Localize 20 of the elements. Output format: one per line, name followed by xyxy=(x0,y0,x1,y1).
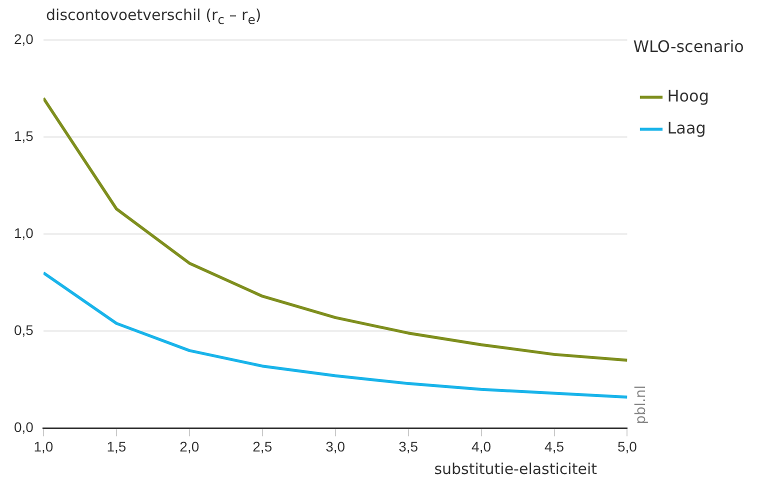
x-tick-label: 3,0 xyxy=(326,438,346,454)
x-tick-label: 5,0 xyxy=(618,438,638,454)
y-tick-label: 1,0 xyxy=(14,224,34,241)
y-axis-title: discontovoetverschil (r$_{c}$ – r$_{e}$) xyxy=(46,6,262,27)
legend-title: WLO-scenario xyxy=(633,37,744,56)
x-tick-label: 2,0 xyxy=(180,438,200,454)
y-tick-label: 0,0 xyxy=(14,419,34,436)
x-tick-label: 1,5 xyxy=(106,438,126,454)
y-tick-label: 0,5 xyxy=(14,322,34,338)
x-tick-label: 4,5 xyxy=(544,438,564,454)
text: pbl.nl xyxy=(632,385,649,424)
x-tick-label: 4,0 xyxy=(472,438,492,454)
x-tick-label: 1,0 xyxy=(34,438,54,454)
x-axis-title: substitutie-elasticiteit xyxy=(434,460,597,478)
y-tick-label: 2,0 xyxy=(14,30,34,47)
legend-label: Hoog xyxy=(667,86,709,106)
x-tick-label: 2,5 xyxy=(252,438,272,454)
y-tick-label: 1,5 xyxy=(14,128,34,144)
x-tick-label: 3,5 xyxy=(398,438,418,454)
legend-label: Laag xyxy=(667,118,706,138)
